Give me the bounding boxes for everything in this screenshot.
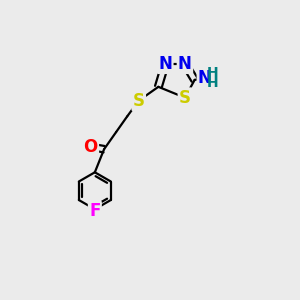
Text: N: N	[158, 55, 172, 73]
Text: S: S	[179, 89, 191, 107]
Text: F: F	[89, 202, 100, 220]
Text: N: N	[197, 69, 211, 87]
Text: H: H	[207, 66, 218, 80]
Text: H: H	[207, 76, 218, 90]
Text: O: O	[84, 138, 98, 156]
Text: N: N	[178, 55, 192, 73]
Text: S: S	[133, 92, 145, 110]
